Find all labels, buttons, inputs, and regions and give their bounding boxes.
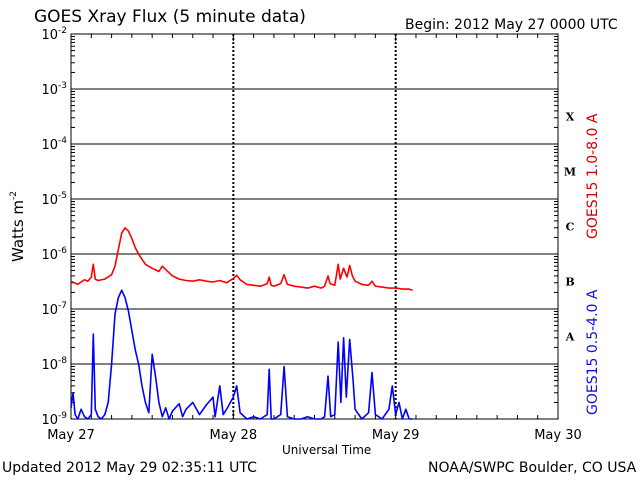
x-tick-label: May 30 xyxy=(534,428,582,443)
flare-class-label: M xyxy=(564,166,576,179)
series-line-short xyxy=(70,289,413,420)
x-tick-label: May 27 xyxy=(47,428,95,443)
y-tick-label: 10-9 xyxy=(41,411,67,428)
flare-class-label: B xyxy=(565,276,574,289)
x-tick-label: May 28 xyxy=(210,428,258,443)
updated-timestamp: Updated 2012 May 29 02:35:11 UTC xyxy=(2,460,257,476)
y-tick-label: 10-7 xyxy=(41,301,67,318)
x-axis-label: Universal Time xyxy=(282,443,372,457)
y-tick-label: 10-2 xyxy=(41,26,67,43)
begin-time: Begin: 2012 May 27 0000 UTC xyxy=(405,17,618,33)
plot-frame xyxy=(70,33,559,420)
y-tick-label: 10-6 xyxy=(41,246,67,263)
y-tick-label: 10-8 xyxy=(41,356,67,373)
y-tick-label: 10-4 xyxy=(41,136,67,153)
y-tick-label: 10-5 xyxy=(41,191,67,208)
y-tick-label: 10-3 xyxy=(41,81,67,98)
series-line-long xyxy=(70,227,413,291)
flare-class-label: A xyxy=(565,331,575,344)
page-title: GOES Xray Flux (5 minute data) xyxy=(34,7,306,27)
flare-class-label: C xyxy=(566,221,575,234)
flare-class-label: X xyxy=(566,111,575,124)
x-tick-label: May 29 xyxy=(372,428,420,443)
credit-text: NOAA/SWPC Boulder, CO USA xyxy=(428,460,637,476)
